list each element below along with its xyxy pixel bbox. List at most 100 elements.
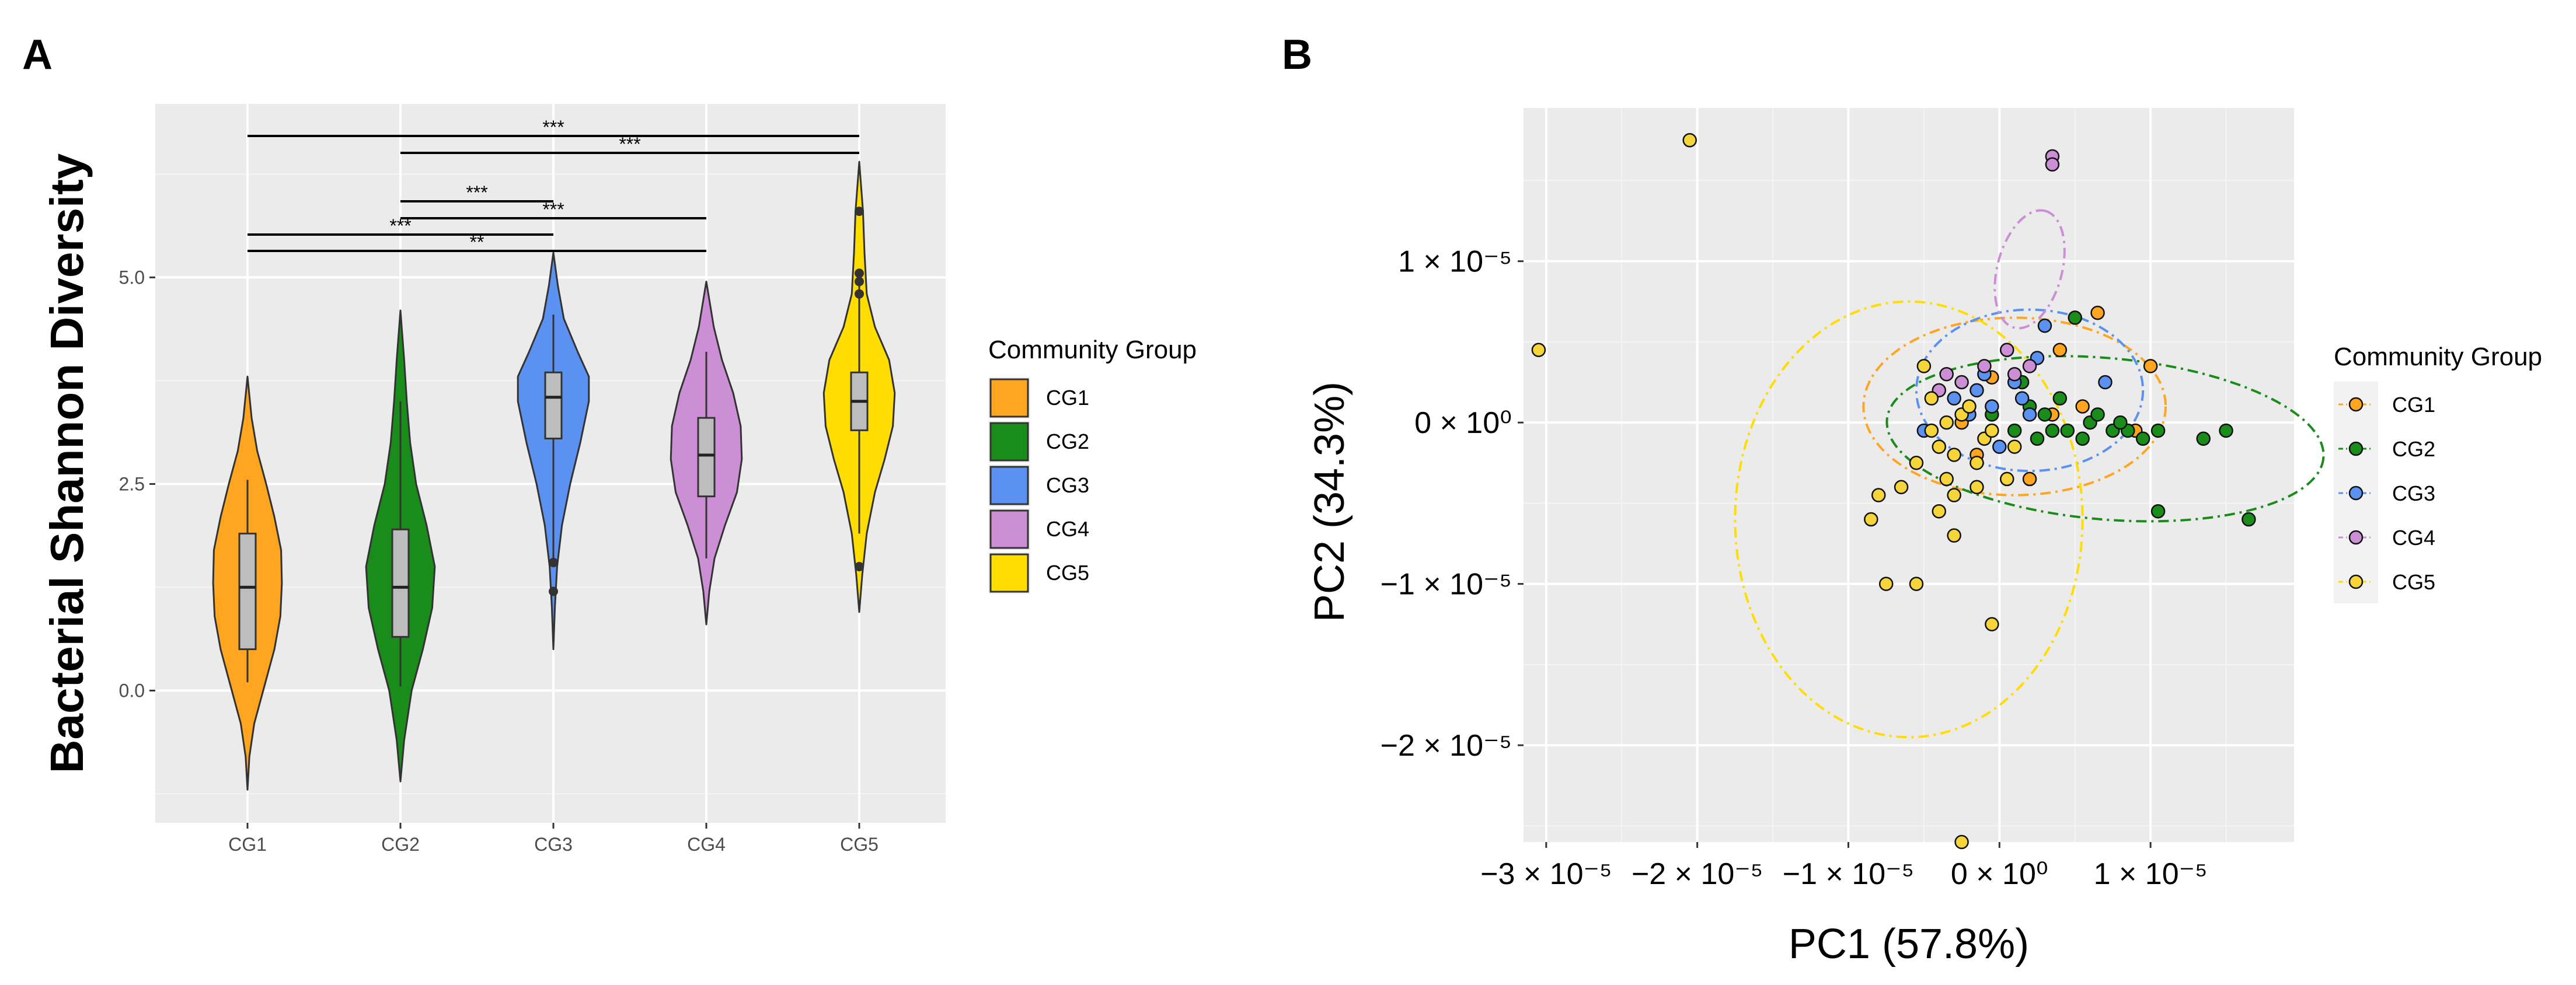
point-cg5 — [1970, 480, 1984, 494]
y-tick-label: 0 × 10⁰ — [1414, 406, 1512, 440]
point-cg5 — [1924, 423, 1939, 438]
legend-title: Community Group — [2334, 343, 2542, 371]
legend-key-cg4 — [2348, 530, 2364, 545]
point-cg2 — [2075, 431, 2090, 446]
ellipse-cg1 — [1862, 316, 2167, 497]
x-tick-label: CG2 — [381, 834, 420, 855]
ellipse-cg4 — [1993, 209, 2066, 330]
point-cg5 — [1939, 471, 1954, 487]
point-cg5 — [1947, 488, 1961, 502]
ellipse-cg2 — [1885, 355, 2325, 523]
legend-label: CG4 — [2392, 526, 2435, 550]
legend-key-cg5 — [989, 553, 1029, 593]
significance-label: *** — [542, 199, 564, 220]
legend-label: CG3 — [2392, 481, 2435, 505]
point-cg5 — [2007, 439, 2022, 454]
violin-legend: Community Group CG1 CG2 CG3 CG4 CG5 — [988, 336, 1197, 594]
pca-y-axis-label: PC2 (34.3%) — [1306, 382, 1353, 622]
point-cg5 — [1932, 439, 1947, 454]
significance-label: *** — [542, 117, 564, 138]
legend-label: CG2 — [2392, 437, 2435, 461]
legend-label: CG3 — [1046, 473, 1089, 497]
x-tick-label: CG4 — [687, 834, 726, 855]
point-cg4 — [1999, 343, 2014, 357]
box-iqr — [544, 371, 563, 440]
panel-label-b: B — [1282, 32, 1312, 78]
point-cg2 — [2030, 431, 2045, 446]
legend-key-cg1 — [989, 378, 1029, 418]
legend-label: CG4 — [1046, 517, 1089, 541]
point-cg5 — [1924, 391, 1939, 406]
point-cg2 — [2150, 504, 2166, 519]
point-cg2 — [2219, 423, 2233, 438]
point-cg5 — [1947, 528, 1961, 543]
point-cg3 — [2098, 375, 2113, 390]
point-cg3 — [1992, 439, 2007, 454]
x-tick-label: CG5 — [840, 834, 879, 855]
legend-key-cg4 — [989, 509, 1029, 549]
x-tick-label: −2 × 10⁻⁵ — [1632, 857, 1763, 891]
panel-label-a: A — [22, 32, 53, 78]
significance-label: ** — [470, 232, 484, 253]
point-cg5 — [1962, 399, 1977, 414]
point-cg5 — [1970, 456, 1984, 470]
legend-key-cg1 — [2348, 397, 2364, 412]
point-cg2 — [2150, 423, 2166, 438]
point-cg2 — [2037, 407, 2052, 422]
significance-label: *** — [466, 182, 487, 203]
violin-y-axis-label: Bacterial Shannon Diversity — [41, 153, 93, 773]
point-cg2 — [2113, 415, 2128, 430]
point-cg4 — [1939, 366, 1954, 382]
x-tick-label: −1 × 10⁻⁵ — [1783, 857, 1914, 891]
point-cg5 — [1985, 617, 1999, 631]
significance-label: *** — [389, 215, 411, 236]
point-cg5 — [1947, 448, 1961, 462]
point-cg5 — [1985, 423, 1999, 438]
point-cg5 — [1932, 504, 1947, 519]
pca-gridlines — [1524, 108, 2294, 842]
pca-points — [1531, 133, 2256, 850]
box-iqr — [238, 532, 257, 651]
point-cg3 — [1947, 391, 1961, 406]
point-cg5 — [1864, 512, 1878, 527]
y-tick-label: 2.5 — [119, 473, 145, 494]
box-iqr — [391, 528, 410, 638]
violin-y-ticks: 0.0 2.5 5.0 — [119, 267, 155, 701]
pca-ellipses — [1734, 209, 2325, 739]
y-tick-label: 1 × 10⁻⁵ — [1398, 245, 1512, 279]
point-cg5 — [1939, 415, 1954, 430]
outlier-point — [549, 586, 558, 596]
point-cg2 — [2052, 391, 2068, 406]
outlier-point — [855, 277, 864, 287]
outlier-point — [855, 289, 864, 299]
violin-x-ticks: CG1 CG2 CG3 CG4 CG5 — [228, 823, 879, 855]
point-cg5 — [1682, 133, 1697, 148]
point-cg2 — [2090, 407, 2105, 422]
point-cg2 — [2068, 310, 2082, 325]
legend-label: CG1 — [2392, 393, 2435, 417]
point-cg2 — [2045, 423, 2060, 438]
point-cg4 — [1954, 375, 1969, 390]
legend-key-cg3 — [989, 466, 1029, 505]
pca-x-axis-label: PC1 (57.8%) — [1789, 921, 2029, 967]
ellipse-cg5 — [1734, 300, 2084, 739]
point-cg2 — [2135, 431, 2150, 446]
outlier-point — [855, 268, 864, 278]
point-cg1 — [2090, 305, 2105, 320]
point-cg5 — [1531, 343, 1546, 357]
y-tick-label: −1 × 10⁻⁵ — [1381, 568, 1512, 602]
significance-label: *** — [619, 134, 640, 155]
point-cg2 — [2060, 423, 2075, 438]
point-cg5 — [1909, 577, 1924, 591]
point-cg3 — [2022, 407, 2037, 422]
x-tick-label: CG3 — [534, 834, 573, 855]
point-cg3 — [1970, 383, 1984, 398]
pca-x-ticks: −3 × 10⁻⁵ −2 × 10⁻⁵ −1 × 10⁻⁵ 0 × 10⁰ 1 × 10… — [1480, 842, 2208, 891]
significance-brackets: ***************** — [248, 117, 859, 253]
x-tick-label: 1 × 10⁻⁵ — [2094, 857, 2208, 891]
point-cg5 — [1871, 488, 1886, 502]
point-cg4 — [1977, 359, 1992, 373]
outlier-point — [855, 562, 864, 572]
legend-key-cg2 — [2348, 441, 2364, 456]
